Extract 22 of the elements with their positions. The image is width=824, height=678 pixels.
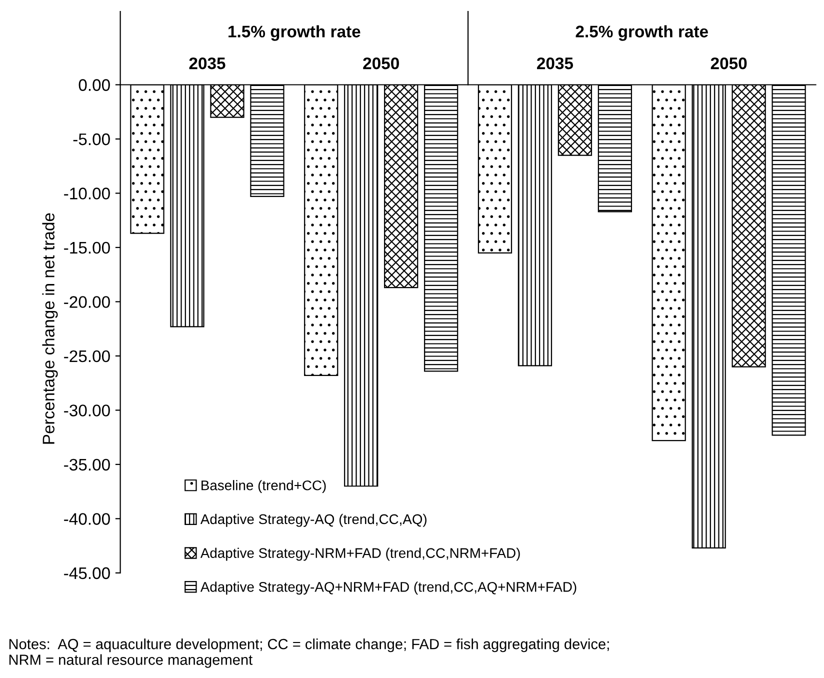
y-tick-label: -15.00	[64, 242, 110, 254]
y-tick-label: -10.00	[64, 188, 110, 200]
legend-label: Adaptive Strategy-AQ+NRM+FAD (trend,CC,AQ+NRM+FAD)	[200, 582, 576, 595]
y-tick-label: -20.00	[64, 296, 110, 308]
x-tick-label: 2050	[363, 57, 399, 70]
y-tick-label: -30.00	[64, 404, 110, 416]
y-tick-label: -25.00	[64, 350, 110, 362]
y-tick-label: -40.00	[64, 513, 110, 525]
y-tick-label: 0.00	[78, 79, 110, 91]
legend-label: Adaptive Strategy-NRM+FAD (trend,CC,NRM+FAD)	[200, 548, 520, 561]
x-tick-label: 2035	[537, 57, 574, 70]
y-tick-label: -45.00	[64, 567, 110, 580]
x-tick-label: 2050	[710, 57, 747, 70]
text: 2.5% growth rate	[576, 25, 708, 41]
x-tick-label: 2035	[189, 57, 226, 70]
y-axis-title: Percentage change in net trade	[42, 213, 58, 444]
text: 1.5% growth rate	[228, 25, 360, 41]
legend-label: Baseline (trend+CC)	[202, 480, 326, 494]
y-tick-label: -35.00	[64, 458, 110, 471]
legend-label: Adaptive Strategy-AQ (trend,CC,AQ)	[200, 514, 426, 527]
y-tick-label: -5.00	[73, 133, 110, 146]
text: Notes: AQ = aquaculture development; CC = climate change; FAD = fish aggregating device; NRM = natural resource management	[9, 638, 609, 668]
